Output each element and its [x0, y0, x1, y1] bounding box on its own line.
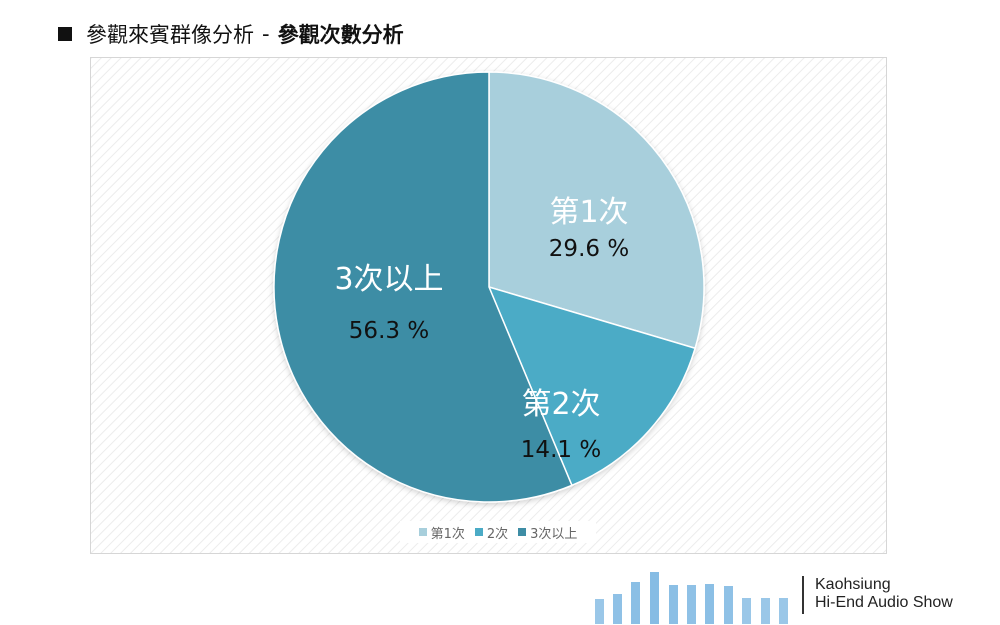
header-title-main: 參觀來賓群像分析: [86, 23, 254, 47]
legend-item: 第1次: [418, 523, 465, 542]
pie-slice: [488, 71, 705, 350]
legend-label: 第1次: [430, 526, 465, 542]
event-logo: Kaohsiung Hi-End Audio Show: [593, 570, 993, 625]
logo-divider: [802, 576, 804, 614]
slice-category-label: 第2次: [521, 387, 600, 422]
logo-line-2: Hi-End Audio Show: [815, 594, 953, 611]
legend-swatch: [518, 528, 527, 536]
chart-legend: 第1次 2次 3次以上: [400, 521, 596, 543]
slice-value-label: 14.1 %: [521, 437, 601, 463]
legend-swatch: [474, 528, 483, 536]
pie-slice: [273, 71, 573, 503]
legend-label: 2次: [486, 526, 509, 542]
slice-value-label: 29.6 %: [549, 236, 629, 262]
header-separator: -: [262, 22, 270, 46]
page-header: 參觀來賓群像分析 - 參觀次數分析: [58, 18, 404, 50]
logo-line-1: Kaohsiung: [815, 576, 891, 593]
pie-slice: [487, 285, 697, 487]
legend-label: 3次以上: [530, 526, 578, 542]
square-bullet-icon: [58, 27, 72, 41]
pie-slices: [273, 71, 705, 503]
chart-panel: [90, 57, 887, 554]
legend-swatch: [418, 528, 427, 536]
legend-item: 3次以上: [518, 523, 577, 542]
equalizer-bars-icon: [595, 572, 788, 624]
legend-item: 2次: [474, 523, 509, 542]
slice-value-label: 56.3 %: [349, 318, 429, 344]
header-title-sub: 參觀次數分析: [277, 23, 404, 47]
logo-text: Kaohsiung Hi-End Audio Show: [815, 576, 953, 612]
pie-labels: 第1次 29.6 % 第2次 14.1 % 3次以上 56.3 %: [334, 195, 629, 463]
slice-category-label: 第1次: [549, 195, 628, 230]
slice-category-label: 3次以上: [334, 262, 443, 297]
